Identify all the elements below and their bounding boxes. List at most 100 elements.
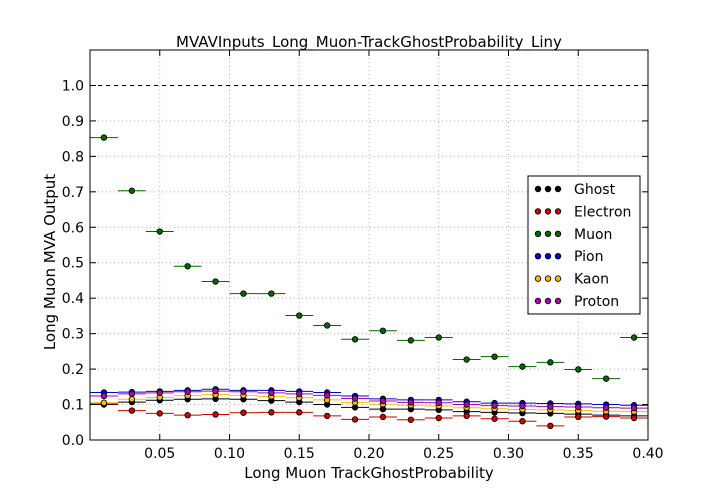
data-point: [630, 404, 638, 412]
y-tick-label: 0.2: [62, 362, 84, 378]
legend-marker: [534, 185, 542, 193]
y-tick-label: 0.5: [62, 256, 84, 272]
data-point: [463, 412, 470, 420]
data-point: [519, 363, 526, 370]
data-point: [323, 412, 331, 420]
legend-marker: [544, 208, 552, 215]
data-point: [351, 336, 359, 343]
legend-marker: [534, 297, 542, 305]
legend-label: Pion: [574, 249, 603, 265]
y-tick-label: 0.0: [62, 433, 84, 449]
data-point: [491, 353, 498, 360]
data-point: [463, 356, 470, 363]
data-point: [602, 413, 610, 420]
data-point: [128, 407, 136, 414]
legend-marker: [544, 185, 552, 193]
series-proton: [90, 387, 648, 412]
legend-item: Kaon: [534, 272, 609, 288]
legend-label: Electron: [574, 204, 631, 220]
legend-marker: [544, 253, 552, 260]
legend-marker: [554, 185, 562, 193]
legend-marker: [554, 275, 562, 282]
legend-marker: [534, 208, 542, 215]
y-tick-label: 1.0: [62, 78, 84, 94]
legend-marker: [554, 230, 562, 237]
data-point: [128, 390, 136, 398]
legend-box: [527, 175, 641, 315]
y-tick-label: 0.6: [62, 220, 84, 236]
legend-label: Muon: [574, 227, 612, 243]
legend-marker: [544, 297, 552, 305]
series-group: [90, 134, 648, 430]
x-axis-label: Long Muon TrackGhostProbability: [244, 464, 494, 482]
chart-title: MVAVInputs_Long_Muon-TrackGhostProbabili…: [176, 33, 562, 52]
data-point: [463, 401, 470, 408]
x-tick-label: 0.35: [563, 446, 594, 462]
data-point: [156, 228, 163, 235]
data-point: [435, 334, 442, 341]
data-point: [268, 389, 275, 397]
data-point: [323, 322, 331, 329]
data-point: [407, 399, 415, 406]
legend-marker: [544, 230, 552, 237]
data-point: [184, 263, 191, 270]
x-tick-label: 0.30: [493, 446, 524, 462]
legend: Ghost Electron Muon Pion Kaon Proton: [527, 175, 641, 315]
data-point: [630, 414, 638, 422]
data-point: [296, 390, 303, 398]
data-point: [519, 418, 526, 425]
axis-ticks: 0.05 0.10 0.15 0.20 0.25 0.30 0.35 0.40 0.0 0.1 0.…: [62, 50, 664, 462]
data-point: [519, 402, 526, 410]
data-point: [296, 312, 303, 319]
data-point: [268, 409, 275, 416]
data-point: [602, 375, 610, 382]
data-point: [379, 327, 387, 334]
legend-item: Ghost: [534, 182, 616, 198]
data-point: [296, 409, 303, 416]
data-point: [435, 399, 442, 406]
data-point: [547, 403, 554, 410]
legend-marker: [554, 208, 562, 215]
legend-marker: [544, 275, 552, 282]
data-point: [630, 334, 638, 341]
legend-label: Ghost: [574, 182, 616, 198]
x-tick-label: 0.10: [214, 446, 245, 462]
data-point: [184, 388, 191, 395]
data-point: [128, 396, 136, 403]
data-point: [575, 403, 582, 411]
legend-marker: [554, 297, 562, 305]
data-point: [491, 415, 498, 422]
data-point: [323, 392, 331, 399]
data-point: [351, 395, 359, 402]
x-tick-label: 0.25: [423, 446, 454, 462]
data-point: [128, 187, 136, 194]
y-tick-label: 0.7: [62, 185, 84, 201]
data-point: [212, 411, 219, 418]
data-point: [407, 337, 415, 344]
data-point: [240, 388, 247, 395]
data-point: [602, 404, 610, 411]
legend-item: Electron: [534, 204, 631, 220]
legend-label: Kaon: [574, 272, 609, 288]
data-point: [156, 389, 163, 397]
data-point: [407, 416, 415, 423]
data-point: [156, 410, 163, 417]
data-point: [351, 416, 359, 423]
legend-item: Proton: [534, 294, 619, 310]
data-point: [575, 413, 582, 421]
y-tick-label: 0.3: [62, 327, 84, 343]
data-point: [575, 366, 582, 373]
y-tick-label: 0.4: [62, 291, 84, 307]
data-point: [268, 290, 275, 297]
series-electron: [90, 400, 648, 430]
x-tick-label: 0.20: [353, 446, 384, 462]
legend-marker: [554, 253, 562, 260]
x-tick-label: 0.15: [284, 446, 315, 462]
y-tick-label: 0.8: [62, 149, 84, 165]
data-point: [100, 134, 108, 141]
data-point: [547, 359, 554, 366]
data-point: [491, 402, 498, 409]
data-point: [212, 387, 219, 395]
data-point: [240, 409, 247, 416]
